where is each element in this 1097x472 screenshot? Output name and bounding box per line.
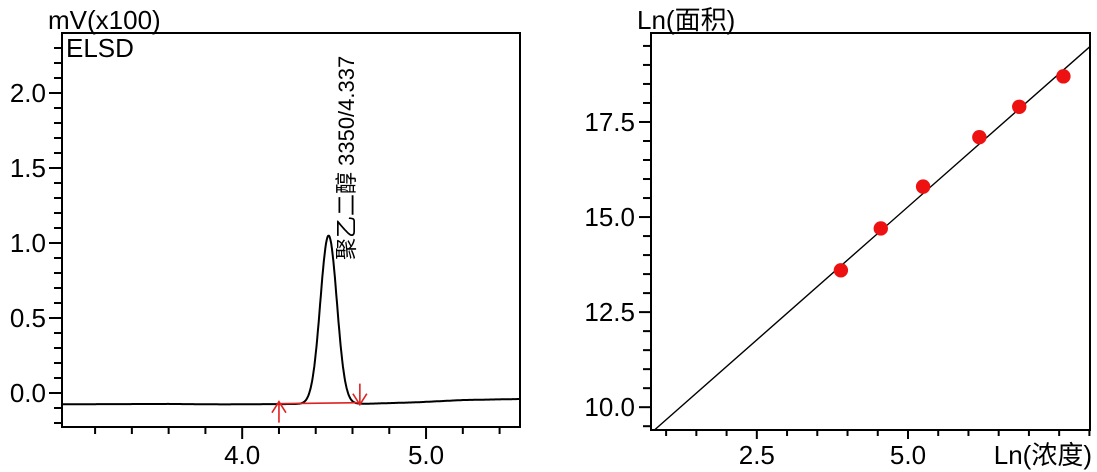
y-tick-label: 1.5 <box>10 153 46 183</box>
right-chart-title: Ln(面积) <box>637 5 735 35</box>
peak-start-arrow-icon <box>271 400 287 423</box>
y-tick-label: 12.5 <box>584 297 635 327</box>
calibration-axes: 10.0 12.5 15.0 17.5 2.5 5.0 <box>584 32 1091 470</box>
peak-end-arrow-icon <box>352 383 368 407</box>
chromatogram-chart: mV(x100) ELSD 0.0 0.5 1.0 1.5 2.0 4.0 5.0 聚乙二醇… <box>10 5 521 470</box>
chromatogram-trace <box>61 234 520 406</box>
y-tick-label: 17.5 <box>584 107 635 137</box>
y-tick-label: 2.0 <box>10 78 46 108</box>
y-tick-label: 0.5 <box>10 303 46 333</box>
detector-label: ELSD <box>66 33 134 63</box>
data-point <box>833 263 849 278</box>
y-tick-label: 15.0 <box>584 202 635 232</box>
x-tick-label: 4.0 <box>224 440 260 470</box>
y-tick-label: 1.0 <box>10 228 46 258</box>
x-tick-label: 5.0 <box>408 440 444 470</box>
plot-border <box>650 32 1091 431</box>
data-point <box>1056 69 1071 84</box>
x-tick-label: 5.0 <box>890 440 926 470</box>
trace-path <box>61 234 520 406</box>
data-points <box>833 69 1071 278</box>
plot-border <box>61 32 521 428</box>
data-point <box>873 221 888 236</box>
y-tick-label: 0.0 <box>10 378 46 408</box>
integration-baseline <box>278 401 360 405</box>
calibration-chart: Ln(面积) Ln(浓度) 10.0 12.5 15.0 17.5 2.5 5.0 <box>584 5 1092 470</box>
integration-markers <box>271 383 368 423</box>
peak-annotation: 聚乙二醇 3350/4.337 <box>334 56 359 260</box>
data-point <box>915 179 931 194</box>
left-chart-title: mV(x100) <box>48 5 161 35</box>
x-axis-label: Ln(浓度) <box>994 440 1092 470</box>
chromatogram-axes: 0.0 0.5 1.0 1.5 2.0 4.0 5.0 <box>10 32 521 470</box>
data-point <box>972 129 987 145</box>
data-point <box>1012 99 1027 114</box>
x-tick-label: 2.5 <box>739 440 775 470</box>
y-tick-label: 10.0 <box>584 392 635 422</box>
